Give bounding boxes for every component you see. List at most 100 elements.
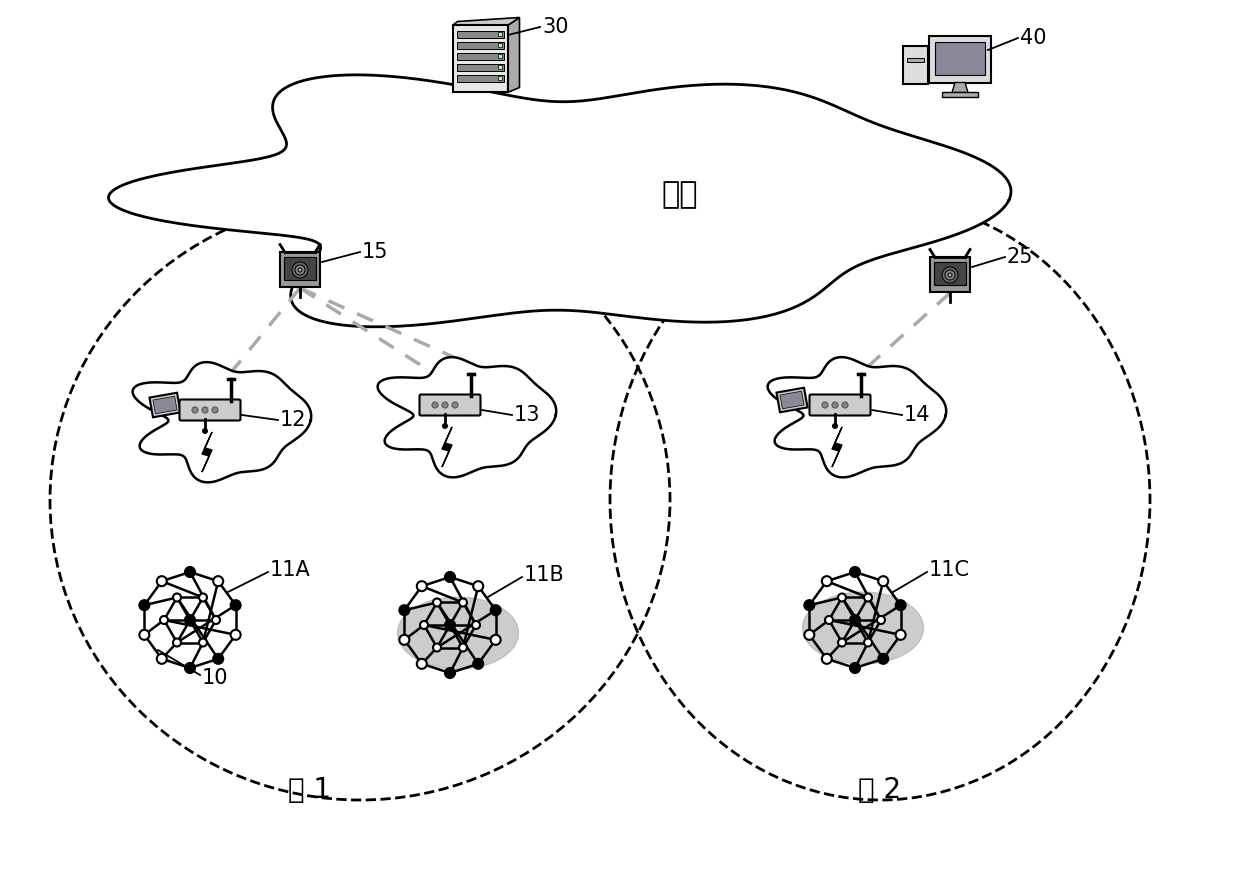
Circle shape bbox=[895, 600, 905, 610]
Text: 11B: 11B bbox=[525, 565, 564, 585]
Text: 域 2: 域 2 bbox=[858, 776, 901, 804]
Circle shape bbox=[295, 265, 305, 275]
Bar bbox=[497, 65, 501, 70]
Circle shape bbox=[491, 634, 501, 645]
Bar bbox=[497, 77, 501, 80]
Circle shape bbox=[445, 620, 455, 630]
Polygon shape bbox=[108, 75, 1011, 326]
Circle shape bbox=[399, 634, 409, 645]
Text: 15: 15 bbox=[362, 242, 388, 262]
Circle shape bbox=[832, 402, 838, 408]
Bar bbox=[153, 396, 177, 414]
Bar bbox=[456, 54, 503, 61]
Circle shape bbox=[877, 616, 885, 624]
Circle shape bbox=[838, 593, 846, 602]
Circle shape bbox=[491, 605, 501, 615]
Circle shape bbox=[849, 615, 861, 625]
Circle shape bbox=[139, 600, 149, 610]
Circle shape bbox=[441, 423, 448, 429]
Circle shape bbox=[420, 621, 428, 629]
Circle shape bbox=[822, 654, 832, 664]
Circle shape bbox=[459, 643, 467, 651]
Polygon shape bbox=[202, 432, 212, 472]
Circle shape bbox=[433, 598, 441, 606]
Bar bbox=[935, 42, 985, 76]
Circle shape bbox=[433, 643, 441, 651]
Circle shape bbox=[198, 639, 207, 647]
FancyBboxPatch shape bbox=[929, 36, 991, 84]
Bar bbox=[453, 26, 507, 92]
Polygon shape bbox=[507, 18, 520, 92]
Circle shape bbox=[838, 639, 846, 647]
Bar bbox=[280, 253, 320, 288]
Circle shape bbox=[212, 407, 218, 413]
Circle shape bbox=[417, 659, 427, 669]
Bar bbox=[150, 392, 181, 417]
Circle shape bbox=[432, 402, 438, 408]
Circle shape bbox=[849, 663, 861, 673]
Circle shape bbox=[849, 567, 861, 577]
Bar bbox=[456, 42, 503, 49]
Text: 11C: 11C bbox=[929, 560, 970, 580]
Circle shape bbox=[822, 576, 832, 586]
Bar bbox=[456, 64, 503, 71]
Circle shape bbox=[202, 407, 208, 413]
Circle shape bbox=[864, 593, 872, 602]
Circle shape bbox=[822, 402, 828, 408]
Circle shape bbox=[459, 598, 467, 606]
Circle shape bbox=[212, 616, 219, 624]
Circle shape bbox=[945, 270, 955, 280]
FancyBboxPatch shape bbox=[419, 394, 481, 415]
Text: 30: 30 bbox=[542, 17, 568, 37]
Circle shape bbox=[805, 600, 815, 610]
Circle shape bbox=[185, 615, 195, 625]
Circle shape bbox=[805, 630, 815, 640]
FancyBboxPatch shape bbox=[810, 394, 870, 415]
Circle shape bbox=[156, 654, 167, 664]
Circle shape bbox=[202, 428, 208, 434]
Circle shape bbox=[139, 630, 149, 640]
Circle shape bbox=[472, 621, 480, 629]
Polygon shape bbox=[441, 427, 453, 467]
Circle shape bbox=[213, 576, 223, 586]
Polygon shape bbox=[768, 357, 946, 477]
Polygon shape bbox=[453, 18, 520, 26]
Circle shape bbox=[878, 576, 888, 586]
Circle shape bbox=[192, 407, 198, 413]
Text: 14: 14 bbox=[904, 405, 930, 425]
Text: 网络: 网络 bbox=[662, 180, 698, 209]
Circle shape bbox=[399, 605, 409, 615]
Circle shape bbox=[942, 267, 959, 283]
Circle shape bbox=[185, 663, 195, 673]
Bar bbox=[456, 76, 503, 83]
Circle shape bbox=[198, 593, 207, 602]
Polygon shape bbox=[952, 83, 968, 92]
Circle shape bbox=[298, 268, 303, 272]
Circle shape bbox=[213, 654, 223, 664]
Circle shape bbox=[832, 423, 838, 429]
Circle shape bbox=[445, 572, 455, 582]
Bar bbox=[942, 92, 978, 98]
Bar bbox=[930, 258, 970, 292]
Circle shape bbox=[842, 402, 848, 408]
Circle shape bbox=[878, 654, 888, 664]
Circle shape bbox=[825, 616, 833, 624]
Circle shape bbox=[291, 262, 308, 278]
FancyBboxPatch shape bbox=[180, 400, 241, 421]
Bar bbox=[903, 46, 928, 84]
Text: 11A: 11A bbox=[270, 560, 311, 580]
Bar bbox=[456, 32, 503, 39]
Bar bbox=[284, 258, 316, 281]
Circle shape bbox=[156, 576, 167, 586]
Text: 25: 25 bbox=[1007, 247, 1033, 267]
Text: 10: 10 bbox=[202, 668, 228, 688]
Circle shape bbox=[453, 402, 458, 408]
Circle shape bbox=[185, 567, 195, 577]
Bar bbox=[497, 33, 501, 36]
Circle shape bbox=[231, 630, 241, 640]
Polygon shape bbox=[802, 592, 924, 664]
Text: 12: 12 bbox=[280, 410, 306, 430]
Circle shape bbox=[474, 659, 484, 669]
Text: 13: 13 bbox=[515, 405, 541, 425]
Bar bbox=[906, 58, 924, 62]
